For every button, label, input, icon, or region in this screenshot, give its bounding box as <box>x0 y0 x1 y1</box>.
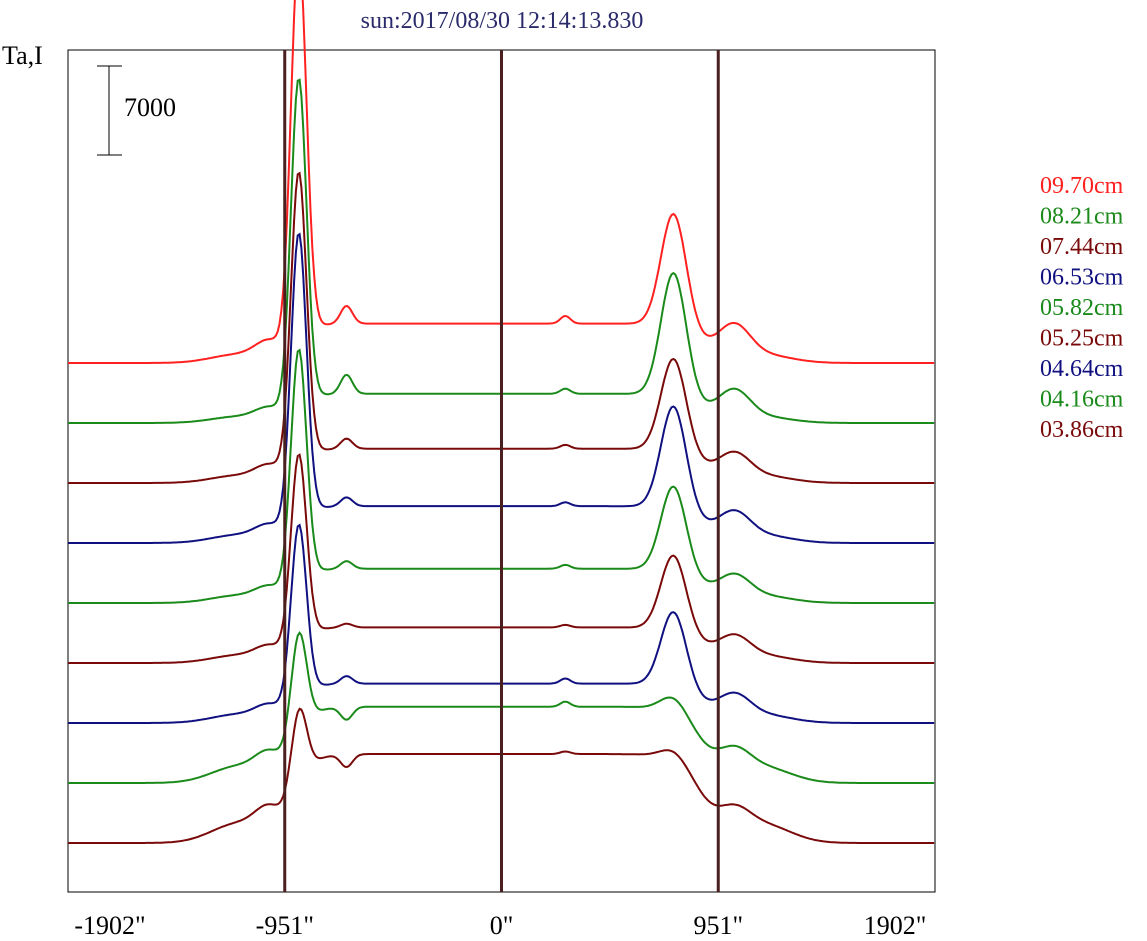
x-tick-label: -1902" <box>74 911 145 940</box>
legend-item-05-82cm: 05.82cm <box>1040 295 1124 321</box>
chart-title: sun:2017/08/30 12:14:13.830 <box>361 8 644 34</box>
legend-item-05-25cm: 05.25cm <box>1040 326 1124 352</box>
vertical-lines <box>283 50 720 892</box>
legend: 09.70cm 08.21cm 07.44cm 06.53cm 05.82cm 05.25… <box>1040 173 1124 443</box>
legend-item-03-86cm: 03.86cm <box>1040 417 1124 443</box>
x-tick-label: 1902" <box>864 911 927 940</box>
x-tick-label: -951" <box>256 911 314 940</box>
x-tick-labels: -1902" -951" 0" 951" 1902" <box>74 911 926 940</box>
legend-item-08-21cm: 08.21cm <box>1040 204 1124 230</box>
x-tick-label: 0" <box>490 911 514 940</box>
y-axis-label: Ta,I <box>2 41 43 70</box>
legend-item-04-64cm: 04.64cm <box>1040 356 1124 382</box>
legend-item-04-16cm: 04.16cm <box>1040 387 1124 413</box>
scale-bar: 7000 <box>97 65 176 156</box>
legend-item-06-53cm: 06.53cm <box>1040 265 1124 291</box>
scale-bar-label: 7000 <box>124 93 176 122</box>
legend-item-07-44cm: 07.44cm <box>1040 234 1124 260</box>
x-tick-label: 951" <box>693 911 743 940</box>
legend-item-09-70cm: 09.70cm <box>1040 173 1124 199</box>
